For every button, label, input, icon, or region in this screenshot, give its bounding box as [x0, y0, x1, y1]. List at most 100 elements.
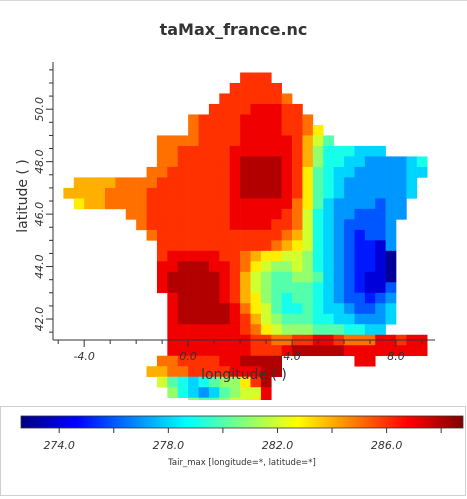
- heatmap-cell: [281, 292, 293, 304]
- heatmap-cell: [240, 303, 251, 315]
- heatmap-cell: [260, 366, 272, 378]
- top-divider: [0, 0, 467, 1]
- heatmap-cell: [136, 187, 147, 199]
- heatmap-cell: [364, 282, 376, 294]
- heatmap-cell: [208, 124, 220, 136]
- heatmap-cell: [375, 187, 386, 199]
- heatmap-cell: [292, 187, 303, 199]
- heatmap-cell: [271, 177, 282, 189]
- colorbar-tick-label: 274.0: [43, 439, 75, 452]
- heatmap-cell: [354, 250, 366, 262]
- heatmap-cell: [344, 198, 355, 210]
- heatmap-cell: [250, 397, 262, 400]
- heatmap-cell: [177, 219, 189, 231]
- heatmap-cell: [312, 124, 324, 136]
- y-tick-label: 48.0: [33, 149, 46, 174]
- heatmap-cell: [188, 166, 199, 178]
- heatmap-cell: [406, 156, 418, 168]
- heatmap-cell: [219, 261, 230, 273]
- heatmap-cell: [406, 345, 418, 357]
- heatmap-cell: [312, 145, 324, 157]
- heatmap-cell: [375, 250, 386, 262]
- heatmap-cell: [312, 313, 324, 325]
- heatmap-cell: [208, 103, 220, 115]
- heatmap-cell: [188, 219, 199, 231]
- heatmap-cell: [219, 376, 230, 388]
- heatmap-cell: [354, 324, 366, 336]
- heatmap-cell: [292, 271, 303, 283]
- heatmap-cell: [344, 271, 355, 283]
- heatmap-cell: [156, 198, 168, 210]
- heatmap-cell: [354, 292, 366, 304]
- heatmap-cell: [375, 292, 386, 304]
- colorbar-ticks: 274.0 278.0 282.0 286.0: [43, 428, 442, 452]
- heatmap-cell: [167, 145, 179, 157]
- heatmap-cell: [219, 93, 230, 105]
- heatmap-cell: [292, 166, 303, 178]
- heatmap-cell: [219, 355, 230, 367]
- heatmap-cell: [271, 355, 282, 367]
- heatmap-cell: [333, 303, 345, 315]
- heatmap-cell: [302, 240, 314, 252]
- heatmap-cell: [281, 145, 293, 157]
- heatmap-cell: [229, 156, 241, 168]
- heatmap-cell: [385, 198, 397, 210]
- heatmap-cell: [104, 198, 116, 210]
- heatmap-cell: [364, 198, 376, 210]
- heatmap-cell: [312, 187, 324, 199]
- heatmap-cell: [281, 208, 293, 220]
- heatmap-cell: [323, 240, 334, 252]
- heatmap-cell: [271, 261, 282, 273]
- heatmap-cell: [188, 345, 199, 357]
- heatmap-cell: [344, 261, 355, 273]
- heatmap-cell: [219, 271, 230, 283]
- heatmap-cell: [240, 271, 251, 283]
- heatmap-cell: [156, 187, 168, 199]
- heatmap-cell: [240, 366, 251, 378]
- heatmap-cell: [188, 313, 199, 325]
- heatmap-cell: [136, 198, 147, 210]
- heatmap-cell: [156, 366, 168, 378]
- heatmap-cell: [292, 103, 303, 115]
- heatmap-cell: [208, 229, 220, 241]
- heatmap-cell: [250, 345, 262, 357]
- heatmap-cell: [73, 198, 85, 210]
- heatmap-cell: [271, 324, 282, 336]
- heatmap-cell: [219, 397, 230, 400]
- heatmap-cell: [250, 187, 262, 199]
- heatmap-cell: [323, 261, 334, 273]
- heatmap-cell: [260, 250, 272, 262]
- heatmap-cell: [260, 145, 272, 157]
- heatmap-cell: [208, 345, 220, 357]
- heatmap-cell: [375, 303, 386, 315]
- heatmap-cell: [229, 324, 241, 336]
- heatmap-cell: [104, 187, 116, 199]
- heatmap-cell: [198, 240, 210, 252]
- heatmap-cell: [188, 187, 199, 199]
- heatmap-cell: [385, 282, 397, 294]
- heatmap-cell: [250, 240, 262, 252]
- heatmap-cell: [198, 313, 210, 325]
- heatmap-cell: [396, 177, 407, 189]
- heatmap-cell: [198, 124, 210, 136]
- heatmap-cell: [302, 198, 314, 210]
- heatmap-cell: [385, 292, 397, 304]
- heatmap-cell: [344, 313, 355, 325]
- heatmap-cell: [219, 324, 230, 336]
- heatmap-cell: [208, 387, 220, 398]
- heatmap-cell: [302, 303, 314, 315]
- heatmap-cell: [292, 261, 303, 273]
- heatmap-cell: [271, 166, 282, 178]
- heatmap-cell: [260, 324, 272, 336]
- heatmap-cell: [208, 355, 220, 367]
- heatmap-cell: [73, 187, 85, 199]
- chart-title: taMax_france.nc: [159, 20, 308, 39]
- heatmap-cell: [375, 219, 386, 231]
- heatmap-cell: [240, 387, 251, 398]
- heatmap-cell: [292, 177, 303, 189]
- heatmap-cell: [240, 177, 251, 189]
- heatmap-cell: [281, 271, 293, 283]
- heatmap-cell: [188, 114, 199, 126]
- heatmap-cell: [271, 82, 282, 94]
- heatmap-cell: [156, 229, 168, 241]
